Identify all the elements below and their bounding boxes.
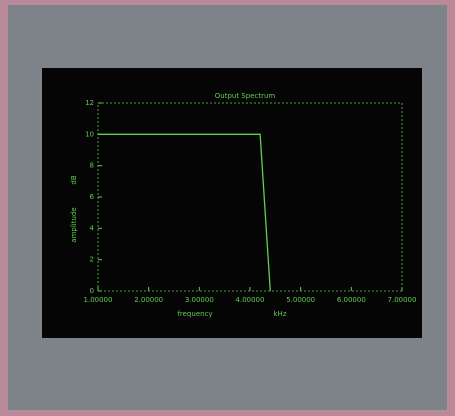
x-tick-label: 3.00000 [185, 296, 214, 304]
y-tick-label: 2 [90, 256, 94, 264]
x-tick-label: 2.00000 [134, 296, 163, 304]
x-axis-label: frequency [177, 310, 212, 318]
x-tick-label: 6.00000 [337, 296, 366, 304]
y-tick-label: 6 [90, 193, 95, 201]
y-axis-label: amplitude [70, 207, 78, 242]
x-axis-unit: kHz [274, 310, 287, 318]
page: Output Spectrum frequency kHz amplitude … [0, 0, 455, 416]
x-tick-label: 4.00000 [236, 296, 265, 304]
y-tick-label: 0 [90, 287, 94, 295]
x-tick-label: 1.00000 [84, 296, 113, 304]
y-tick-label: 8 [90, 162, 94, 170]
chart-title: Output Spectrum [215, 92, 276, 100]
x-tick-label: 5.00000 [286, 296, 315, 304]
chart: Output Spectrum frequency kHz amplitude … [0, 0, 455, 416]
x-tick-label: 7.00000 [388, 296, 417, 304]
y-tick-label: 10 [85, 130, 94, 138]
y-tick-label: 12 [85, 99, 94, 107]
y-tick-label: 4 [90, 224, 95, 232]
y-axis-unit: dB [70, 175, 78, 184]
